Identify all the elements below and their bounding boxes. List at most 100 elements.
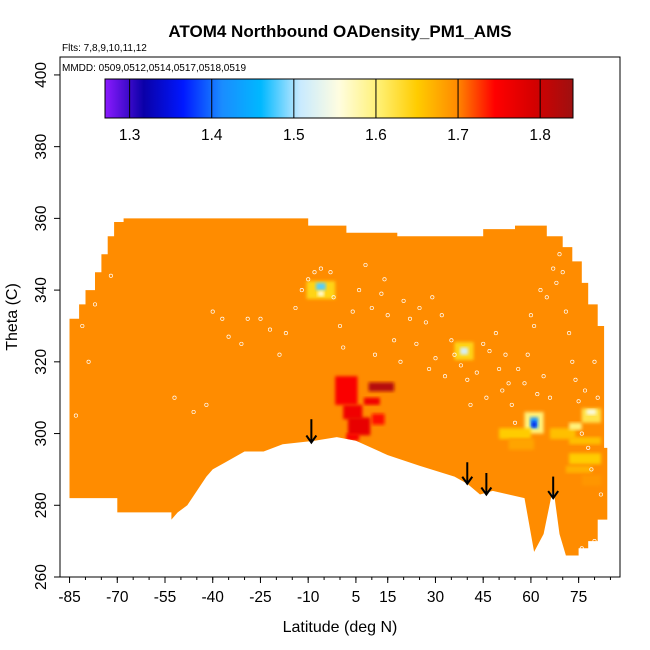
sample-point [544, 295, 549, 300]
colorbar-tick-label: 1.5 [283, 127, 305, 144]
sample-point [318, 266, 323, 271]
sample-points [73, 245, 603, 551]
sample-point [372, 352, 378, 357]
x-tick-label: 75 [570, 589, 587, 606]
anomaly-patch [569, 437, 601, 445]
sample-point [172, 395, 177, 400]
sample-point [512, 420, 518, 425]
x-tick-label: -85 [58, 589, 80, 606]
sample-point [468, 402, 473, 407]
y-tick-label: 300 [33, 420, 50, 446]
anomaly-patch [532, 421, 536, 428]
anomaly-patch [569, 453, 601, 465]
anomaly-patch [460, 347, 469, 355]
sample-point [487, 349, 492, 354]
anomaly-patch [586, 409, 597, 415]
sample-point [458, 363, 463, 368]
x-tick-label: 45 [475, 589, 492, 606]
colorbar-gradient [104, 78, 574, 119]
sample-point [567, 331, 572, 336]
sample-point [239, 341, 244, 346]
sample-point [557, 252, 562, 257]
sample-point [398, 359, 403, 364]
anomaly-patch [317, 291, 325, 297]
colorbar-tick-label: 1.6 [365, 127, 387, 144]
sample-point [433, 356, 438, 361]
anomaly-patch [368, 382, 395, 392]
x-tick-label: -10 [297, 589, 320, 606]
sample-point [560, 270, 565, 275]
anomaly-patch [335, 376, 358, 405]
anomaly-patch [550, 428, 576, 439]
sample-point [267, 327, 273, 332]
sample-point [474, 370, 479, 375]
arrow [461, 462, 474, 486]
sample-point [392, 338, 397, 343]
sample-point [258, 316, 263, 321]
colorbar: 1.3 1.4 1.5 1.6 1.7 1.8 [104, 78, 574, 144]
sample-point [582, 388, 588, 393]
mmdd-note: MMDD: 0509,0512,0514,0517,0518,0519 [62, 63, 246, 74]
sample-point [283, 331, 288, 336]
anomaly-patch [371, 413, 385, 425]
y-tick-label: 380 [33, 133, 50, 159]
sample-point [449, 338, 454, 343]
sample-point [73, 413, 78, 418]
sample-point [525, 352, 530, 357]
sample-point [220, 316, 225, 321]
sample-point [341, 345, 346, 350]
arrow [480, 473, 493, 497]
chart-title: ATOM4 Northbound OADensity_PM1_AMS [168, 22, 511, 41]
sample-point [204, 402, 209, 407]
sample-point [293, 305, 298, 311]
sample-point [532, 323, 537, 329]
sample-point [306, 277, 311, 282]
y-axis: 260 280 300 320 340 360 380 400 [33, 62, 60, 590]
sample-point [277, 352, 282, 357]
sample-point [423, 320, 428, 325]
arrow-head [461, 476, 474, 486]
sample-point [563, 309, 568, 314]
sample-point [589, 467, 594, 472]
sample-point [379, 291, 384, 296]
sample-point [427, 366, 432, 372]
colorbar-tick-label: 1.7 [447, 127, 469, 144]
x-tick-label: -70 [106, 589, 129, 606]
colorbar-tick-label: 1.4 [201, 127, 223, 144]
sample-point [579, 546, 584, 551]
sample-point [484, 395, 489, 400]
arrow-head [480, 486, 493, 497]
sample-point [509, 402, 514, 407]
x-tick-label: -25 [249, 589, 271, 606]
sample-point [497, 366, 502, 372]
sample-point [439, 313, 444, 318]
sample-point [442, 374, 448, 379]
sample-point [570, 359, 575, 364]
sample-point [528, 313, 533, 318]
sample-point [430, 295, 435, 300]
sample-point [210, 309, 215, 314]
sample-point [538, 288, 543, 293]
x-tick-label: 5 [352, 589, 361, 606]
sample-point [363, 262, 368, 268]
sample-point [96, 259, 101, 264]
sample-point [573, 377, 578, 382]
anomaly-patch [346, 433, 360, 441]
sample-point [516, 366, 521, 372]
arrow-head [305, 434, 318, 445]
sample-point [535, 392, 540, 397]
x-tick-label: -40 [202, 589, 225, 606]
y-tick-label: 320 [33, 349, 50, 375]
sample-point [551, 266, 556, 271]
anomaly-patch [348, 417, 371, 436]
sample-point [407, 316, 413, 321]
y-tick-label: 340 [33, 277, 50, 303]
sample-point [554, 280, 559, 285]
x-tick-label: 30 [427, 589, 445, 606]
sample-point [595, 395, 600, 400]
sample-point [503, 352, 508, 357]
sample-point [576, 399, 581, 404]
anomaly-patch [565, 465, 592, 473]
arrow [305, 419, 318, 445]
